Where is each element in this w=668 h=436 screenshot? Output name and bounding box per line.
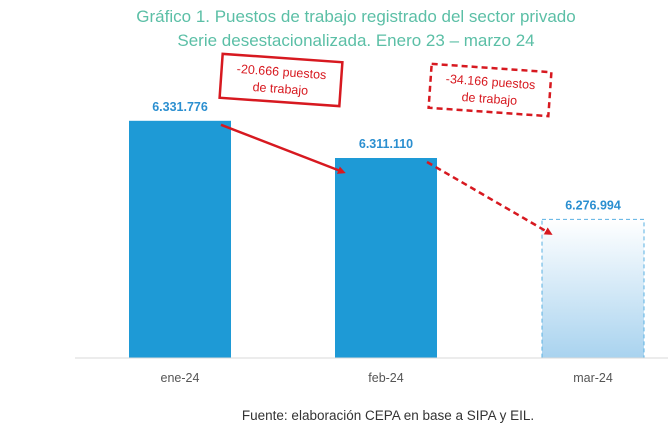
annotation-box bbox=[218, 52, 344, 108]
bar-mar-24 bbox=[541, 218, 645, 359]
annotation-arrow-2 bbox=[426, 160, 553, 235]
annotation-text-line1: -20.666 puestos bbox=[236, 62, 326, 82]
chart-title: Gráfico 1. Puestos de trabajo registrado… bbox=[136, 7, 575, 26]
annotation-text-line2: de trabajo bbox=[461, 90, 517, 108]
x-tick-ene-24: ene-24 bbox=[161, 371, 200, 385]
chart-subtitle: Serie desestacionalizada. Enero 23 – mar… bbox=[177, 31, 534, 50]
x-tick-mar-24: mar-24 bbox=[573, 371, 613, 385]
source-note: Fuente: elaboración CEPA en base a SIPA … bbox=[242, 408, 534, 423]
annotation-box bbox=[427, 62, 553, 118]
annotation-arrow-1 bbox=[220, 123, 346, 174]
bar-ene-24 bbox=[129, 120, 231, 359]
x-tick-feb-24: feb-24 bbox=[368, 371, 403, 385]
annotation-text-line2: de trabajo bbox=[252, 80, 308, 98]
annotation-text-line1: -34.166 puestos bbox=[445, 72, 535, 92]
value-label-ene-24: 6.331.776 bbox=[152, 100, 208, 114]
value-label-mar-24: 6.276.994 bbox=[565, 198, 621, 212]
bar-feb-24 bbox=[335, 158, 437, 358]
value-label-feb-24: 6.311.110 bbox=[359, 137, 413, 151]
